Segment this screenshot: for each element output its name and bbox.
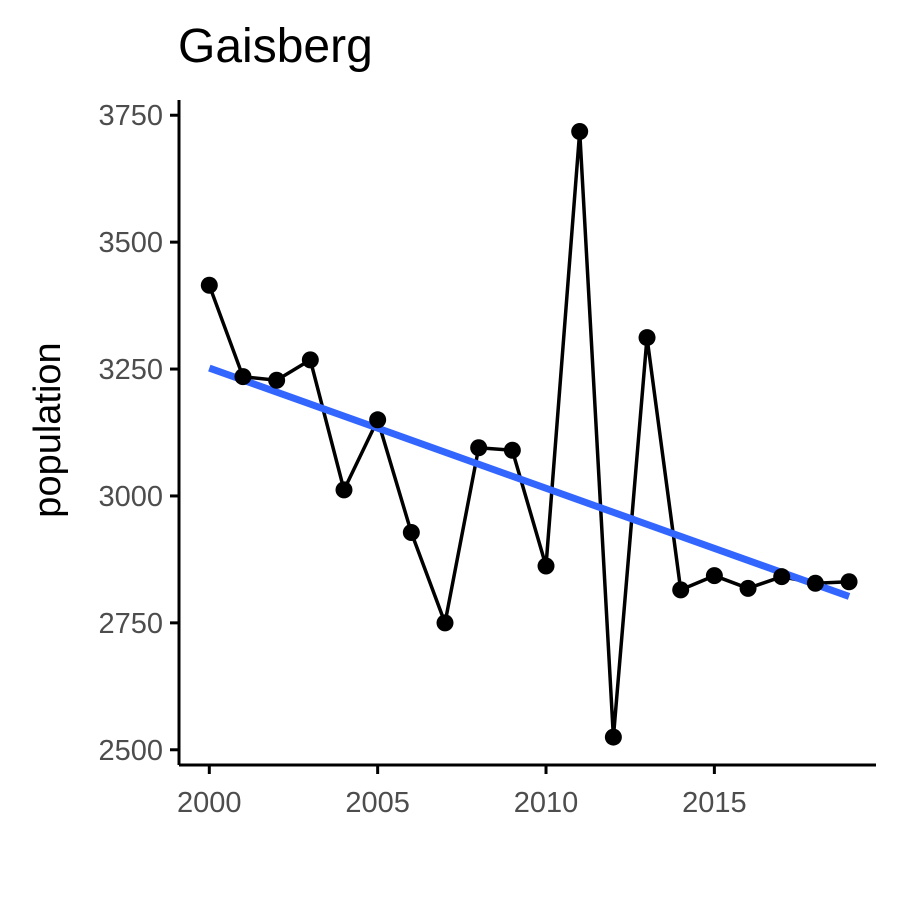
data-point [200,276,218,294]
data-point [369,411,387,429]
series-line [207,129,850,739]
data-point [470,439,488,457]
axes: 2500 2750 3000 3250 3500 3750 2000 2005 2010 2015 [98,100,876,819]
x-tick-label: 2005 [345,787,410,819]
y-tick-label: 2750 [98,608,163,640]
data-point [301,351,319,369]
y-tick-label: 3750 [98,100,163,132]
data-point [604,728,622,746]
data-point [436,614,454,632]
data-point [739,579,757,597]
data-point [773,568,791,586]
data-point [268,371,286,389]
plot-area [200,122,858,746]
data-point [335,481,353,499]
data-point [705,567,723,585]
y-tick-label: 3500 [98,227,163,259]
x-tick-label: 2010 [514,787,579,819]
x-tick-label: 2000 [177,787,242,819]
data-point [840,573,858,591]
data-point [672,581,690,599]
data-point [537,557,555,575]
data-point [234,368,252,386]
data-point [806,574,824,592]
data-point [503,441,521,459]
y-tick-label: 3250 [98,354,163,386]
trend-line [208,364,851,600]
x-tick-label: 2015 [682,787,747,819]
data-point [402,524,420,542]
data-point [571,122,589,140]
y-axis-label: population [27,342,69,517]
y-tick-label: 2500 [98,735,163,767]
y-tick-label: 3000 [98,481,163,513]
data-point [638,329,656,347]
chart-title: Gaisberg [178,20,373,73]
